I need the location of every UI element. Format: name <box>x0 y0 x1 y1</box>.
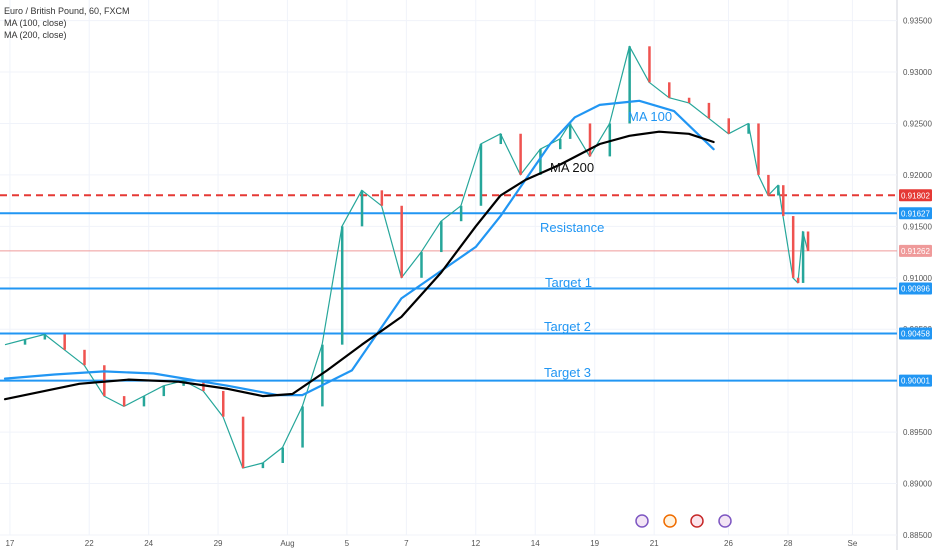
candle <box>539 149 542 175</box>
price-axis-badge-label: 0.91802 <box>901 191 930 200</box>
resistance-annotation: Resistance <box>540 220 604 235</box>
price-axis-badge <box>899 327 932 340</box>
x-tick-label: 12 <box>471 539 480 548</box>
candle <box>707 102 711 119</box>
candle <box>301 406 304 448</box>
x-tick-label: Se <box>847 539 857 548</box>
x-tick-label: 7 <box>404 539 409 548</box>
candle <box>122 396 126 407</box>
candle <box>757 123 760 175</box>
candle <box>340 226 344 345</box>
y-tick-label: 0.89500 <box>903 428 932 437</box>
target1-annotation: Target 1 <box>545 275 592 290</box>
candle <box>608 123 612 157</box>
candle <box>791 216 795 278</box>
candle <box>321 344 324 407</box>
candle <box>727 118 731 134</box>
price-axis-badge-label: 0.90001 <box>901 377 930 386</box>
ma100-annotation: MA 100 <box>628 109 672 124</box>
price-axis-badge <box>899 374 932 387</box>
y-tick-label: 0.93000 <box>903 68 932 77</box>
candle <box>687 97 691 103</box>
y-tick-label: 0.93500 <box>903 17 932 26</box>
x-tick-label: 21 <box>650 539 659 548</box>
x-tick-label: 24 <box>144 539 153 548</box>
legend-ma200: MA (200, close) <box>4 30 67 40</box>
event-icon <box>690 514 704 528</box>
candle <box>559 138 562 150</box>
candle <box>400 205 403 278</box>
candle <box>796 277 800 283</box>
candle <box>380 190 384 206</box>
price-axis-badge <box>899 244 932 257</box>
candle <box>767 174 770 196</box>
candle <box>360 190 364 227</box>
ma200-annotation: MA 200 <box>550 160 594 175</box>
price-axis-badge <box>899 282 932 295</box>
ma200-line <box>3 130 715 401</box>
event-icon <box>718 514 732 528</box>
candle <box>568 123 572 139</box>
candle <box>83 349 86 366</box>
candle <box>499 133 503 145</box>
candle <box>588 123 592 157</box>
ma100-line <box>3 99 715 397</box>
candle <box>519 133 522 175</box>
y-tick-label: 0.92000 <box>903 171 932 180</box>
event-icon <box>635 514 649 528</box>
candle <box>43 334 47 340</box>
y-tick-label: 0.89000 <box>903 480 932 489</box>
x-tick-label: 14 <box>531 539 540 548</box>
y-tick-label: 0.91500 <box>903 222 932 231</box>
candle <box>142 396 146 407</box>
x-tick-label: 29 <box>214 539 223 548</box>
candle <box>782 185 785 217</box>
price-axis-badge-label: 0.91262 <box>901 247 930 256</box>
candle <box>801 231 805 283</box>
target3-annotation: Target 3 <box>544 365 591 380</box>
candle <box>459 205 463 222</box>
candle <box>668 82 671 98</box>
y-tick-label: 0.88500 <box>903 531 932 540</box>
legend: Euro / British Pound, 60, FXCM MA (100, … <box>4 5 130 41</box>
x-tick-label: 5 <box>345 539 350 548</box>
price-axis-badge-label: 0.90458 <box>901 330 930 339</box>
candle <box>281 447 284 463</box>
price-axis-badge <box>899 207 932 220</box>
candle <box>479 144 483 206</box>
x-tick-label: 28 <box>784 539 793 548</box>
candle <box>747 123 750 134</box>
candle <box>440 221 443 253</box>
price-axis-badge-label: 0.91627 <box>901 209 930 218</box>
candle <box>63 334 66 350</box>
candle <box>806 231 810 252</box>
target2-annotation: Target 2 <box>544 319 591 334</box>
y-tick-label: 0.91000 <box>903 274 932 283</box>
price-axis-badge-label: 0.90896 <box>901 284 930 293</box>
candle <box>222 390 225 417</box>
price-axis-badge <box>899 189 932 202</box>
candle <box>420 252 423 278</box>
x-tick-label: 22 <box>85 539 94 548</box>
candle <box>162 385 166 397</box>
y-tick-label: 0.92500 <box>903 119 932 128</box>
x-tick-label: 26 <box>724 539 733 548</box>
event-icon <box>663 514 677 528</box>
candle <box>23 339 27 345</box>
x-tick-label: Aug <box>280 539 294 548</box>
candle <box>261 462 265 469</box>
candle <box>777 185 780 196</box>
x-tick-label: 19 <box>590 539 599 548</box>
legend-ma100: MA (100, close) <box>4 18 67 28</box>
legend-symbol: Euro / British Pound, 60, FXCM <box>4 6 130 16</box>
x-tick-label: 17 <box>5 539 14 548</box>
candle <box>628 46 631 124</box>
candle <box>241 416 245 469</box>
candle <box>648 46 651 83</box>
